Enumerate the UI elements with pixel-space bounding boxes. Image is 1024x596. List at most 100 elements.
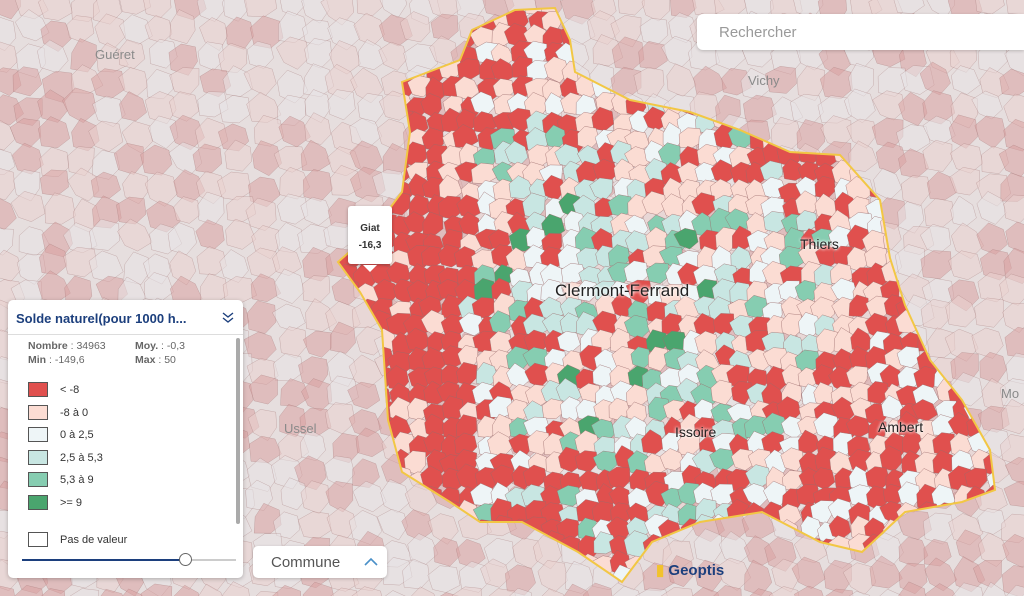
background-commune (273, 511, 301, 539)
background-commune (925, 583, 956, 596)
background-commune (1003, 481, 1024, 507)
background-commune (977, 508, 1007, 535)
stat: Nombre : 34963 (28, 340, 106, 352)
background-commune (248, 374, 278, 405)
background-commune (950, 195, 977, 227)
background-commune (140, 144, 173, 176)
legend-swatch (28, 427, 48, 442)
brand-name: Geoptis (668, 562, 725, 579)
commune (782, 158, 807, 181)
background-commune (297, 511, 332, 539)
background-commune (974, 297, 1004, 328)
collapse-button[interactable] (218, 308, 238, 328)
commune (673, 228, 699, 250)
stat-label: Moy. (135, 340, 159, 352)
city-label: Ambert (878, 419, 924, 435)
background-commune (169, 67, 200, 96)
background-commune (41, 588, 65, 596)
legend-label: 2,5 à 5,3 (60, 451, 103, 464)
background-commune (225, 218, 257, 250)
background-commune (222, 0, 248, 22)
stat-value: 34963 (76, 340, 106, 352)
background-commune (246, 41, 274, 69)
stat: Moy. : -0,3 (135, 340, 185, 352)
background-commune (979, 351, 1007, 384)
background-commune (378, 41, 408, 71)
background-commune (167, 222, 197, 256)
background-commune (100, 588, 123, 596)
commune (881, 394, 906, 419)
background-commune (924, 198, 954, 228)
opacity-slider[interactable] (22, 553, 236, 566)
tooltip: Giat -16,3 (348, 206, 392, 272)
background-commune (173, 196, 201, 224)
background-commune (952, 582, 984, 596)
background-commune (949, 167, 980, 196)
background-commune (352, 480, 387, 513)
background-commune (661, 35, 693, 67)
background-commune (848, 140, 878, 172)
background-commune (999, 68, 1024, 97)
background-commune (148, 115, 179, 149)
background-commune (252, 140, 282, 176)
background-commune (303, 330, 332, 358)
background-commune (819, 66, 853, 100)
background-commune (249, 435, 282, 464)
background-commune (327, 89, 356, 121)
background-commune (224, 139, 253, 172)
legend-title[interactable]: Solde naturel(pour 1000 h... (16, 311, 187, 326)
background-commune (143, 0, 172, 19)
commune (407, 75, 432, 98)
background-commune (276, 36, 310, 70)
background-commune (325, 481, 354, 513)
background-commune (90, 171, 121, 199)
layer-select[interactable]: Commune (253, 546, 387, 578)
commune (645, 262, 670, 284)
background-commune (14, 585, 44, 596)
background-commune (302, 581, 334, 596)
search-box[interactable]: Rechercher (697, 14, 1024, 50)
background-commune (848, 591, 871, 596)
background-commune (272, 585, 301, 596)
background-commune (660, 587, 694, 596)
brand: ▮ Geoptis (656, 562, 725, 579)
background-commune (1004, 326, 1024, 358)
divider (8, 334, 243, 335)
background-commune (639, 18, 669, 46)
commune (648, 396, 672, 422)
scrollbar[interactable] (236, 338, 240, 524)
background-commune (385, 590, 406, 596)
background-commune (274, 268, 305, 304)
background-commune (300, 196, 332, 226)
background-commune (279, 326, 307, 359)
background-commune (273, 353, 304, 382)
background-commune (277, 193, 309, 225)
background-commune (169, 9, 196, 44)
background-commune (641, 0, 671, 22)
layer-select-label: Commune (271, 554, 341, 571)
background-commune (113, 142, 144, 175)
background-commune (140, 583, 173, 596)
background-commune (0, 585, 15, 596)
place-label: Ussel (284, 421, 317, 436)
background-commune (844, 88, 876, 124)
background-commune (300, 139, 331, 172)
background-commune (765, 66, 797, 94)
legend-swatch (28, 472, 48, 487)
background-commune (38, 116, 71, 149)
background-commune (951, 65, 981, 95)
commune (983, 451, 995, 477)
background-commune (173, 584, 200, 596)
background-commune (875, 141, 907, 174)
background-commune (246, 300, 277, 334)
background-commune (12, 142, 44, 175)
background-commune (945, 294, 977, 328)
background-commune (893, 0, 925, 14)
background-commune (9, 118, 42, 148)
legend-label: < -8 (60, 384, 80, 396)
background-commune (976, 191, 1007, 225)
background-commune (480, 558, 511, 588)
background-commune (119, 0, 151, 15)
background-commune (894, 244, 925, 279)
background-commune (825, 588, 854, 596)
